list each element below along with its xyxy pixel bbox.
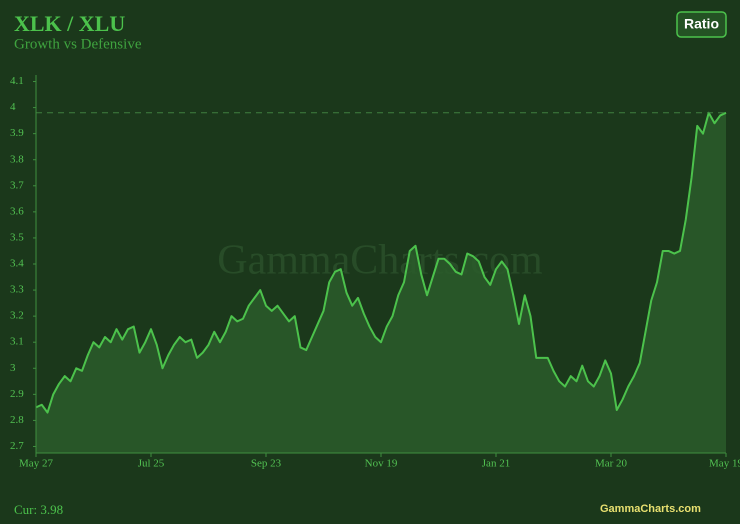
y-tick-label: 3.3 [10,284,24,296]
x-tick-label: Jan 21 [482,458,510,470]
x-tick-label: Mar 20 [595,458,628,470]
line [35,111,727,414]
y-tick-label: 3.5 [10,231,24,243]
y-tick-label: 2.9 [10,388,24,400]
y-tick-label: 3.2 [10,310,24,322]
area [36,112,726,454]
y-tick-label: 2.8 [10,414,24,426]
ratio-button[interactable] [676,11,727,38]
y-tick-label: 3.1 [10,336,24,348]
x-tick-label: Nov 19 [365,458,398,470]
y-tick-label: 3.7 [10,179,24,191]
ratio-button-label[interactable]: Ratio [684,16,719,32]
x-tick-label: Jul 25 [138,458,165,470]
x-tick-label: May 19 [709,458,740,470]
y-tick-label: 2.7 [10,440,24,452]
chart-subtitle: Growth vs Defensive [14,36,142,52]
y-tick-label: 3.8 [10,153,24,165]
current-label: Cur: 3.98 [14,502,63,517]
x-tick-label: May 27 [19,458,53,470]
y-tick-label: 3.9 [10,127,24,139]
y-tick-label: 4.1 [10,75,24,87]
chart-title: XLK / XLU [14,11,125,36]
x-tick-label: Sep 23 [251,458,282,470]
watermark: GammaCharts.com [217,238,543,284]
y-tick-label: 3.4 [10,258,24,270]
brand-logo: GammaCharts.com [600,503,701,515]
y-tick-label: 3 [10,362,16,374]
y-tick-label: 4 [10,101,16,113]
y-tick-label: 3.6 [10,205,24,217]
